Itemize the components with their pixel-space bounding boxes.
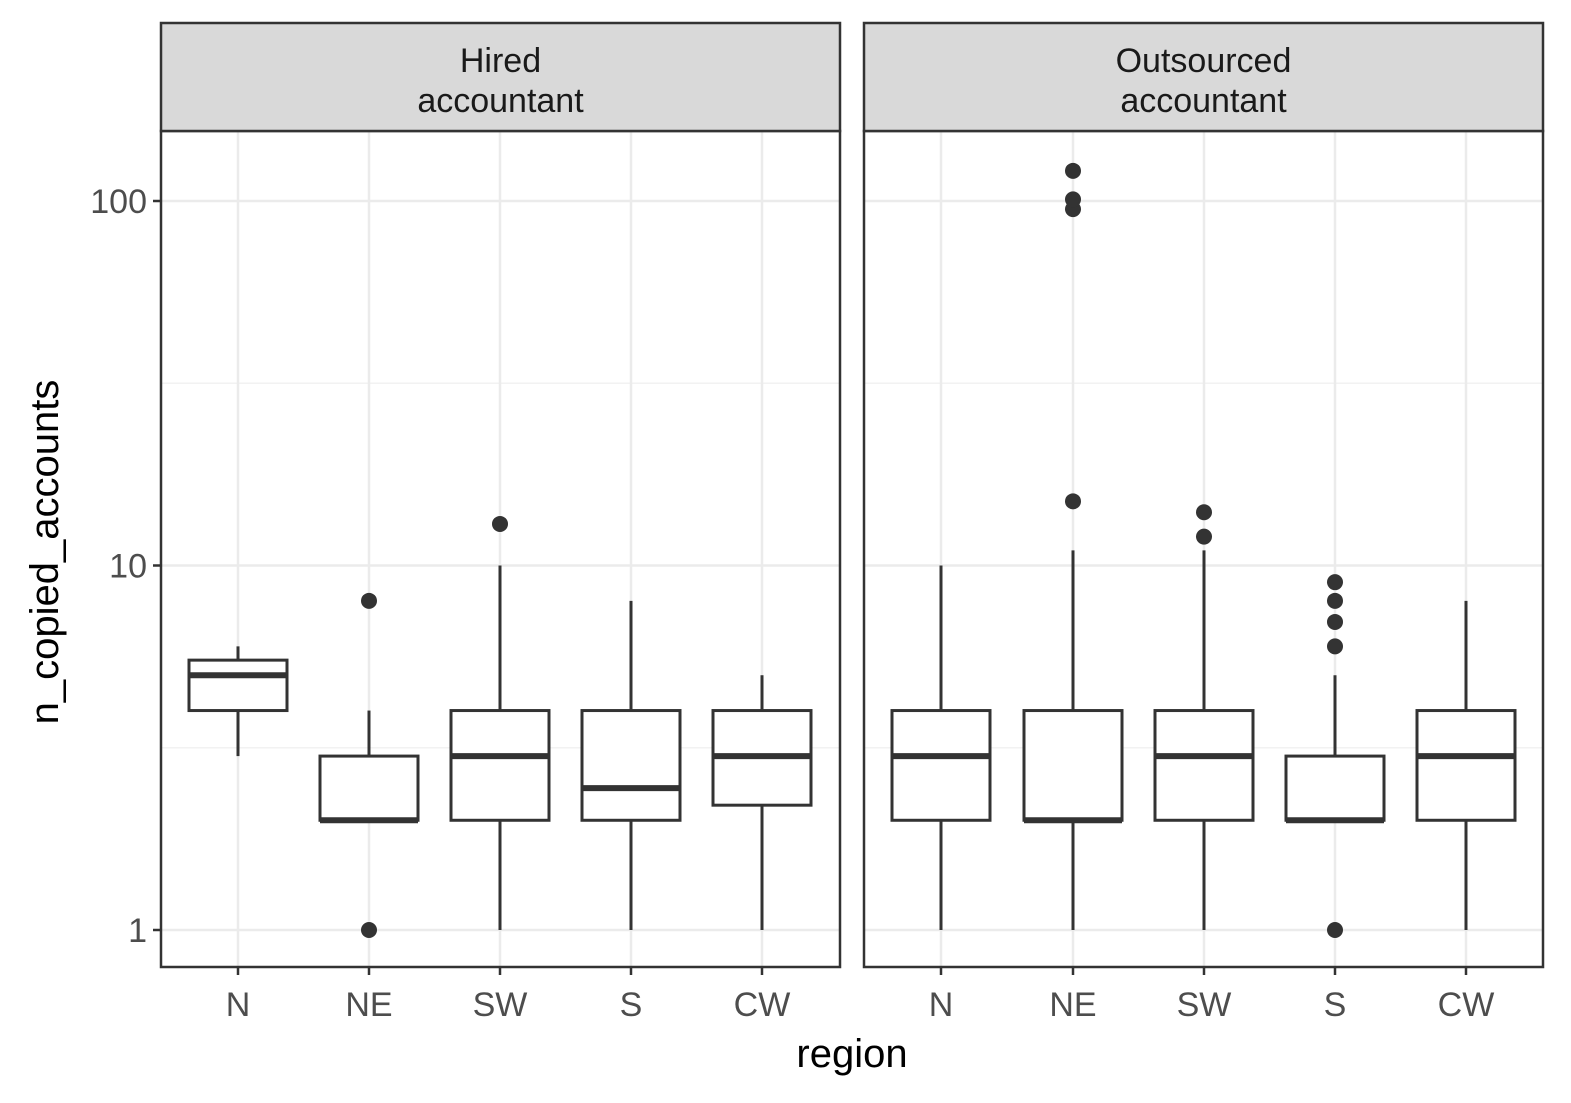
x-tick-label: CW <box>734 986 791 1024</box>
boxplot-ne <box>1022 162 1124 930</box>
iqr-box <box>187 658 289 713</box>
boxplot-n <box>890 565 992 930</box>
iqr-box <box>1284 754 1386 822</box>
x-axis-title: region <box>796 1032 907 1076</box>
facet-strip <box>862 21 1545 133</box>
outlier-point <box>1327 922 1343 938</box>
outlier-point <box>1327 638 1343 655</box>
y-tick-label: 1 <box>128 912 147 950</box>
outlier-point <box>361 592 377 609</box>
x-tick-label: SW <box>1177 986 1232 1024</box>
y-axis-title: n_copied_accounts <box>23 380 67 725</box>
iqr-box <box>449 709 551 822</box>
x-tick-label: NE <box>345 986 392 1024</box>
outlier-point <box>1065 162 1081 179</box>
iqr-box <box>580 709 682 822</box>
x-tick-label: S <box>620 986 643 1024</box>
boxplot-n <box>187 646 289 757</box>
iqr-box <box>1415 709 1517 822</box>
facet-strip-label: accountant <box>417 82 584 120</box>
outlier-point <box>1196 504 1212 521</box>
y-tick-label: 10 <box>109 548 147 586</box>
y-axis: 1 10 100 <box>90 183 161 950</box>
outlier-point <box>1327 574 1343 591</box>
y-tick-label: 100 <box>90 183 147 221</box>
outlier-point <box>1327 592 1343 609</box>
x-tick-label: N <box>226 986 251 1024</box>
outlier-point <box>1065 493 1081 510</box>
boxplot-sw <box>449 515 551 930</box>
iqr-box <box>318 754 420 822</box>
boxplot-s <box>1284 574 1386 938</box>
iqr-box <box>1022 709 1124 822</box>
x-tick-label: SW <box>473 986 528 1024</box>
x-tick-label: CW <box>1438 986 1495 1024</box>
outlier-point <box>1196 528 1212 545</box>
boxplot-cw <box>1415 600 1517 930</box>
facet-strip-label: accountant <box>1120 82 1287 120</box>
facet-strip-label: Outsourced <box>1116 42 1292 80</box>
boxplot-sw <box>1153 504 1255 930</box>
outlier-point <box>492 515 508 532</box>
boxplot-ne <box>318 592 420 938</box>
facet-strip <box>159 21 842 133</box>
iqr-box <box>1153 709 1255 822</box>
outlier-point <box>1065 191 1081 208</box>
outlier-point <box>1327 613 1343 630</box>
iqr-box <box>890 709 992 822</box>
x-tick-label: S <box>1324 986 1347 1024</box>
facet-strip-label: Hired <box>460 42 541 80</box>
outlier-point <box>361 922 377 938</box>
boxplot-cw <box>711 675 813 930</box>
x-tick-label: N <box>929 986 954 1024</box>
x-tick-label: NE <box>1049 986 1096 1024</box>
boxplot-s <box>580 600 682 930</box>
